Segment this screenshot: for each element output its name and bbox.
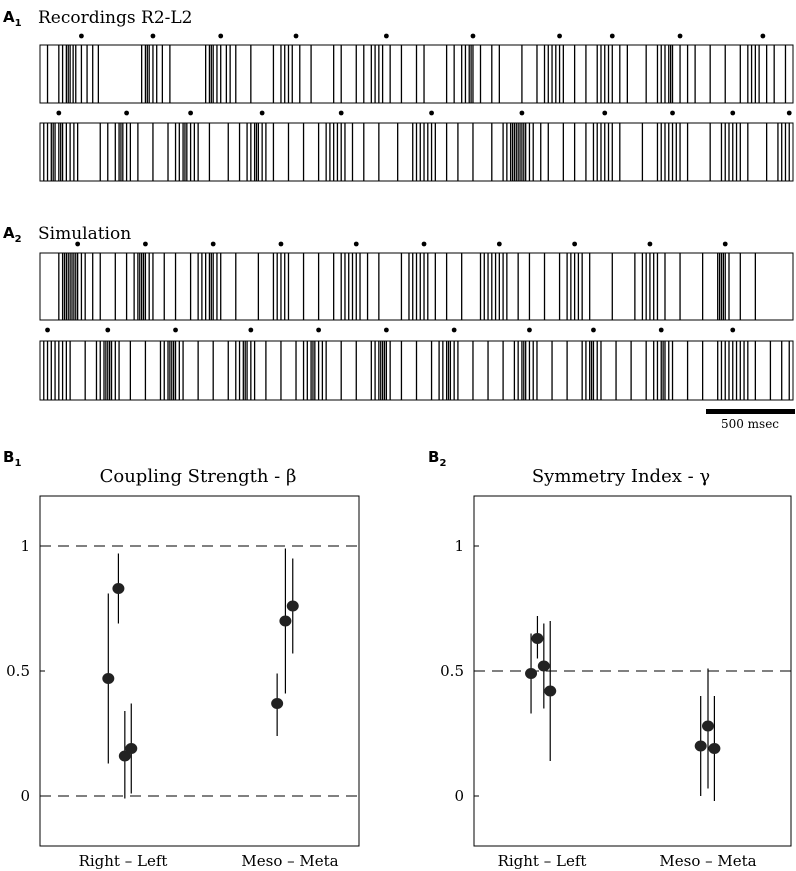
raster-simulation-row-2 <box>39 327 794 401</box>
data-point <box>102 673 115 684</box>
data-point <box>694 740 707 752</box>
panel-label-b2: B2 <box>428 448 446 469</box>
burst-marker <box>609 33 615 39</box>
data-point <box>525 668 538 679</box>
burst-marker <box>421 241 427 247</box>
data-point <box>702 720 714 732</box>
burst-marker <box>470 33 476 39</box>
raster-simulation-row-1 <box>39 241 794 321</box>
burst-marker <box>722 241 728 247</box>
data-point <box>544 685 557 697</box>
burst-marker <box>353 241 359 247</box>
burst-marker <box>760 33 766 39</box>
x-category-label: Meso – Meta <box>659 852 756 870</box>
x-category-label: Right – Left <box>498 852 587 870</box>
data-point <box>708 743 721 754</box>
data-point <box>279 615 292 627</box>
plot-frame <box>473 495 792 847</box>
data-point <box>531 633 544 644</box>
burst-marker <box>677 33 683 39</box>
burst-marker <box>188 110 194 116</box>
chart-symmetry-index: 0 0.5 1 Right – Left Meso – Meta <box>440 495 792 870</box>
y-tick-label: 0 <box>20 787 30 805</box>
plot-frame <box>39 495 360 847</box>
burst-marker <box>572 241 578 247</box>
burst-marker <box>527 327 532 333</box>
raster-recordings-row-1 <box>39 33 794 104</box>
burst-marker <box>248 327 254 333</box>
burst-marker <box>45 327 50 333</box>
burst-marker <box>143 241 148 247</box>
burst-marker <box>451 327 457 333</box>
burst-marker <box>259 110 265 116</box>
burst-marker <box>218 33 224 39</box>
burst-marker <box>647 241 653 247</box>
scale-bar <box>706 409 795 414</box>
chart-coupling-strength: 0 0.5 1 Right – Left Meso – Meta <box>6 495 360 870</box>
data-point <box>537 660 550 672</box>
burst-marker <box>496 241 502 247</box>
data-point <box>125 743 138 754</box>
y-tick-label: 1 <box>454 537 464 555</box>
panel-label-a2: A2 <box>3 224 22 245</box>
y-tick-label: 1 <box>20 537 30 555</box>
burst-marker <box>557 33 562 39</box>
data-point <box>286 600 299 612</box>
section-title-recordings: Recordings R2-L2 <box>38 8 193 28</box>
data-point <box>118 750 131 762</box>
burst-marker <box>383 33 389 39</box>
y-tick-label: 0.5 <box>6 662 30 680</box>
burst-marker <box>670 110 675 116</box>
burst-marker <box>124 110 129 116</box>
data-point <box>112 583 125 594</box>
chart-title-symmetry: Symmetry Index - γ <box>532 466 710 487</box>
burst-marker <box>338 110 344 116</box>
chart-title-coupling: Coupling Strength - β <box>100 466 297 487</box>
burst-marker <box>602 110 608 116</box>
burst-marker <box>75 241 81 247</box>
x-category-label: Right – Left <box>79 852 168 870</box>
burst-marker <box>316 327 322 333</box>
burst-marker <box>383 327 389 333</box>
burst-marker <box>429 110 434 116</box>
panel-label-a1: A1 <box>3 8 22 29</box>
burst-marker <box>786 110 792 116</box>
data-point <box>271 698 284 709</box>
x-category-label: Meso – Meta <box>241 852 338 870</box>
burst-marker <box>278 241 284 247</box>
burst-marker <box>519 110 525 116</box>
burst-marker <box>730 327 736 333</box>
burst-marker <box>730 110 736 116</box>
panel-label-b1: B1 <box>3 448 21 469</box>
burst-marker <box>210 241 216 247</box>
scale-bar-label: 500 msec <box>721 417 779 431</box>
burst-marker <box>293 33 299 39</box>
burst-marker <box>150 33 156 39</box>
burst-marker <box>173 327 178 333</box>
section-title-simulation: Simulation <box>38 224 131 244</box>
burst-marker <box>658 327 664 333</box>
y-tick-label: 0 <box>454 787 464 805</box>
burst-marker <box>79 33 84 39</box>
y-tick-label: 0.5 <box>440 662 464 680</box>
burst-marker <box>105 327 111 333</box>
burst-marker <box>56 110 62 116</box>
raster-recordings-row-2 <box>39 110 794 182</box>
burst-marker <box>591 327 596 333</box>
